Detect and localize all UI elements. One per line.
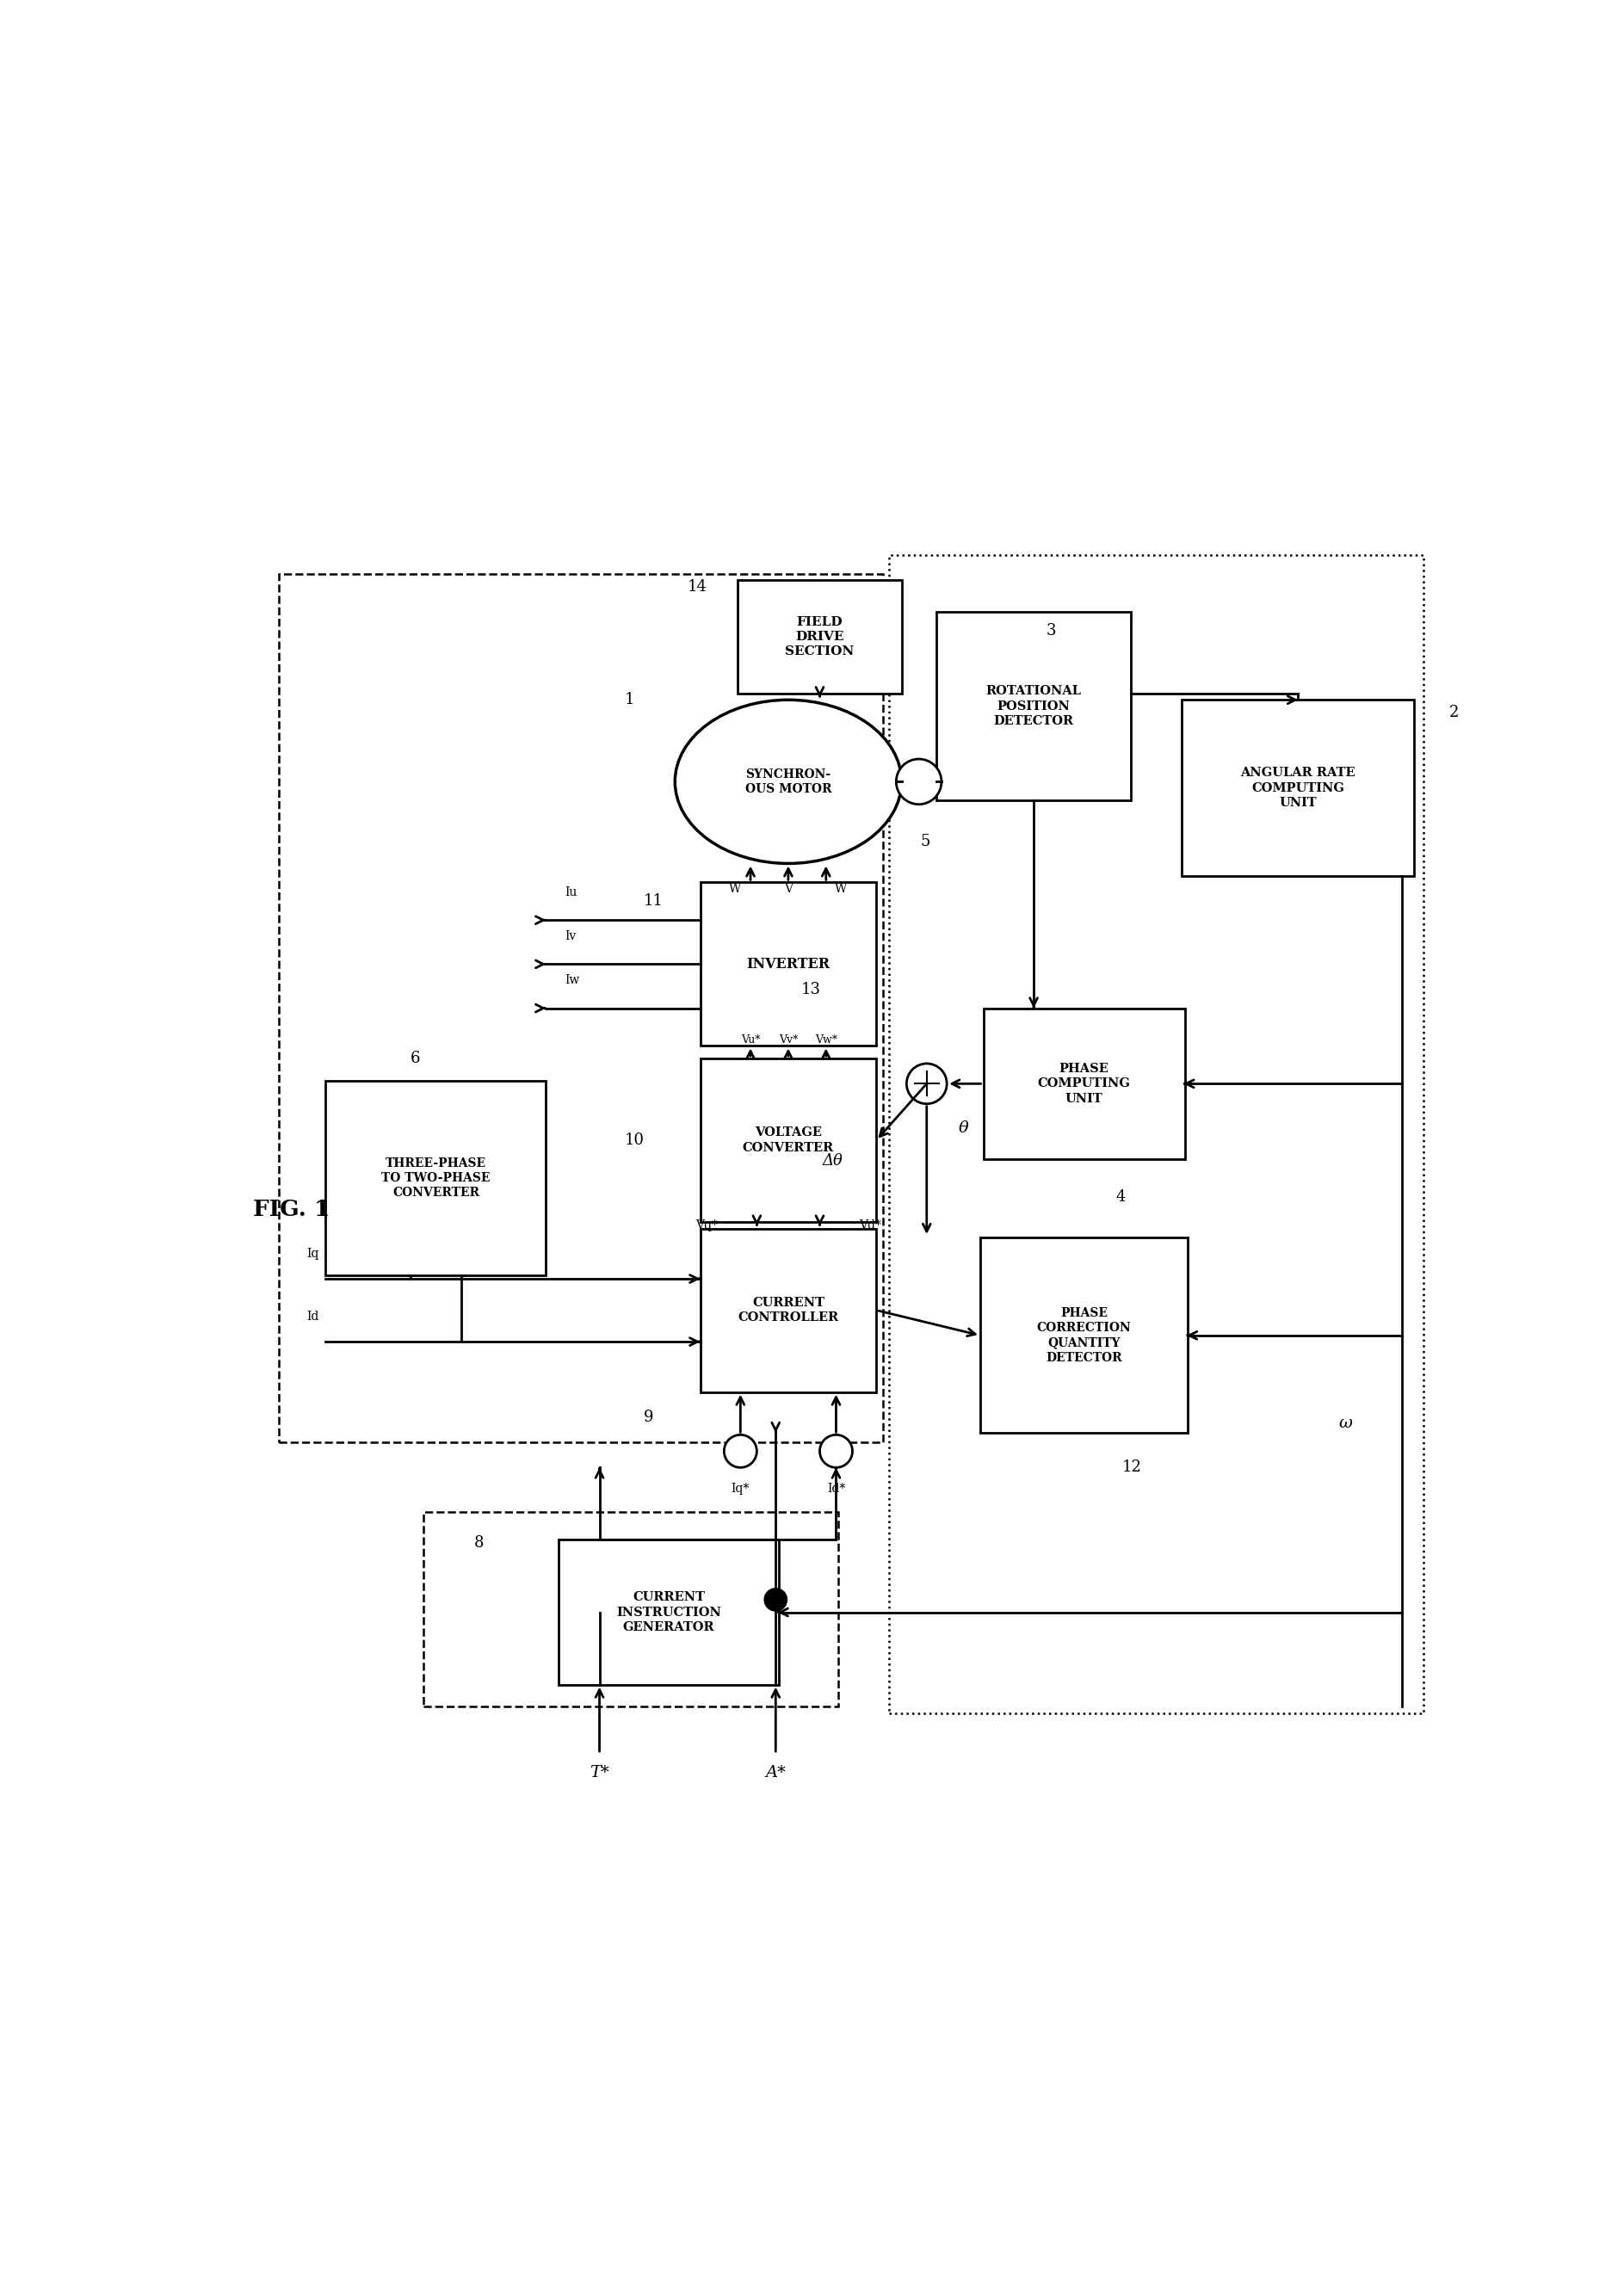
FancyBboxPatch shape (700, 1059, 877, 1221)
Text: SYNCHRON-
OUS MOTOR: SYNCHRON- OUS MOTOR (745, 767, 831, 794)
Circle shape (896, 758, 942, 804)
Text: 6: 6 (411, 1050, 421, 1066)
Text: Id*: Id* (827, 1484, 844, 1495)
Text: 11: 11 (643, 893, 663, 909)
Text: W: W (835, 884, 848, 895)
Text: 14: 14 (687, 580, 706, 594)
Text: V: V (784, 884, 793, 895)
Text: Vu*: Vu* (741, 1034, 760, 1046)
Text: 1: 1 (625, 692, 635, 708)
FancyBboxPatch shape (700, 1228, 877, 1393)
Circle shape (906, 1064, 947, 1105)
Circle shape (765, 1589, 788, 1612)
Text: Id: Id (307, 1310, 320, 1322)
FancyBboxPatch shape (700, 881, 877, 1046)
Text: Iv: Iv (565, 931, 577, 943)
Text: A*: A* (765, 1765, 786, 1781)
FancyBboxPatch shape (559, 1541, 780, 1685)
FancyBboxPatch shape (326, 1080, 546, 1276)
Text: ω: ω (1338, 1415, 1353, 1431)
FancyBboxPatch shape (981, 1237, 1187, 1434)
Text: Vv*: Vv* (778, 1034, 797, 1046)
Text: Δθ: Δθ (822, 1153, 843, 1169)
Text: W: W (729, 884, 742, 895)
Text: 9: 9 (643, 1409, 653, 1425)
FancyBboxPatch shape (1182, 701, 1415, 877)
Circle shape (820, 1434, 853, 1468)
Text: INVERTER: INVERTER (747, 957, 830, 973)
Text: 8: 8 (474, 1534, 484, 1550)
Text: ANGULAR RATE
COMPUTING
UNIT: ANGULAR RATE COMPUTING UNIT (1241, 767, 1356, 808)
Text: PHASE
COMPUTING
UNIT: PHASE COMPUTING UNIT (1038, 1064, 1130, 1105)
Text: T*: T* (590, 1765, 609, 1781)
Text: 4: 4 (1116, 1189, 1125, 1205)
Text: 12: 12 (1122, 1459, 1142, 1475)
Text: 2: 2 (1449, 705, 1458, 719)
Text: FIG. 1: FIG. 1 (253, 1199, 330, 1221)
FancyBboxPatch shape (935, 612, 1132, 801)
FancyBboxPatch shape (984, 1009, 1186, 1160)
Text: Iw: Iw (565, 975, 580, 986)
Text: PHASE
CORRECTION
QUANTITY
DETECTOR: PHASE CORRECTION QUANTITY DETECTOR (1036, 1308, 1132, 1363)
Text: 5: 5 (921, 833, 931, 849)
Text: θ: θ (958, 1121, 968, 1135)
Text: CURRENT
INSTRUCTION
GENERATOR: CURRENT INSTRUCTION GENERATOR (615, 1591, 721, 1632)
Text: ROTATIONAL
POSITION
DETECTOR: ROTATIONAL POSITION DETECTOR (986, 685, 1082, 726)
Text: 3: 3 (1046, 623, 1056, 639)
Text: Vw*: Vw* (815, 1034, 838, 1046)
Text: Vq*: Vq* (695, 1219, 718, 1231)
Text: Iq*: Iq* (731, 1484, 750, 1495)
Text: Iu: Iu (565, 886, 577, 900)
FancyBboxPatch shape (737, 580, 901, 694)
Text: CURRENT
CONTROLLER: CURRENT CONTROLLER (737, 1297, 838, 1324)
Text: 13: 13 (801, 982, 820, 998)
Text: FIELD
DRIVE
SECTION: FIELD DRIVE SECTION (784, 616, 854, 658)
Circle shape (724, 1434, 757, 1468)
Text: 10: 10 (625, 1132, 645, 1148)
Text: VOLTAGE
CONVERTER: VOLTAGE CONVERTER (742, 1128, 835, 1153)
Text: THREE-PHASE
TO TWO-PHASE
CONVERTER: THREE-PHASE TO TWO-PHASE CONVERTER (382, 1157, 490, 1199)
Text: Vd*: Vd* (859, 1219, 882, 1231)
Text: Iq: Iq (307, 1247, 320, 1260)
Ellipse shape (676, 701, 901, 863)
